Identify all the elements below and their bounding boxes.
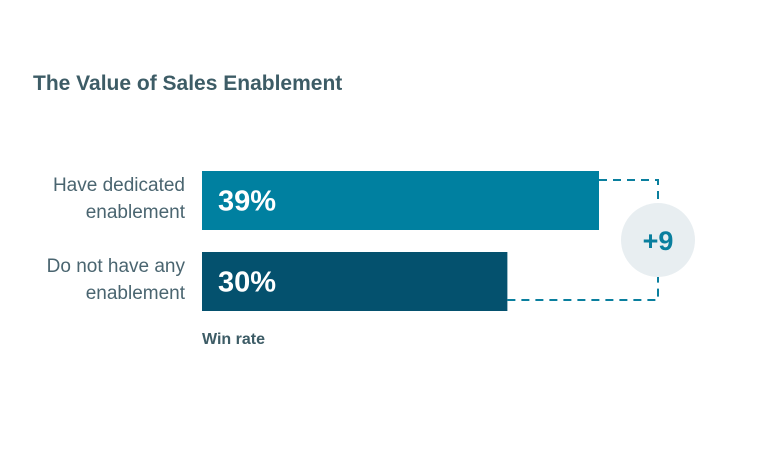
category-label-0-line-1: enablement xyxy=(86,202,186,223)
category-label-1-line-1: enablement xyxy=(86,283,186,304)
bracket-top xyxy=(599,179,659,203)
difference-badge xyxy=(621,203,695,277)
category-labels: Have dedicated enablement Do not have any e… xyxy=(47,175,186,304)
category-label-1-line-0: Do not have any xyxy=(47,256,186,277)
bar-value-label-1: 30% xyxy=(218,267,276,299)
bar-1 xyxy=(202,252,508,311)
bar-value-label-0: 39% xyxy=(218,186,276,218)
bars-group: 39% 30% xyxy=(202,171,599,311)
x-axis-label: Win rate xyxy=(202,331,265,348)
bracket-bottom xyxy=(507,277,659,301)
chart-title: The Value of Sales Enablement xyxy=(33,72,342,95)
bar-0 xyxy=(202,171,599,230)
category-label-0-line-0: Have dedicated xyxy=(53,175,185,196)
difference-label: +9 xyxy=(643,226,674,256)
difference-annotation: +9 xyxy=(507,179,695,301)
